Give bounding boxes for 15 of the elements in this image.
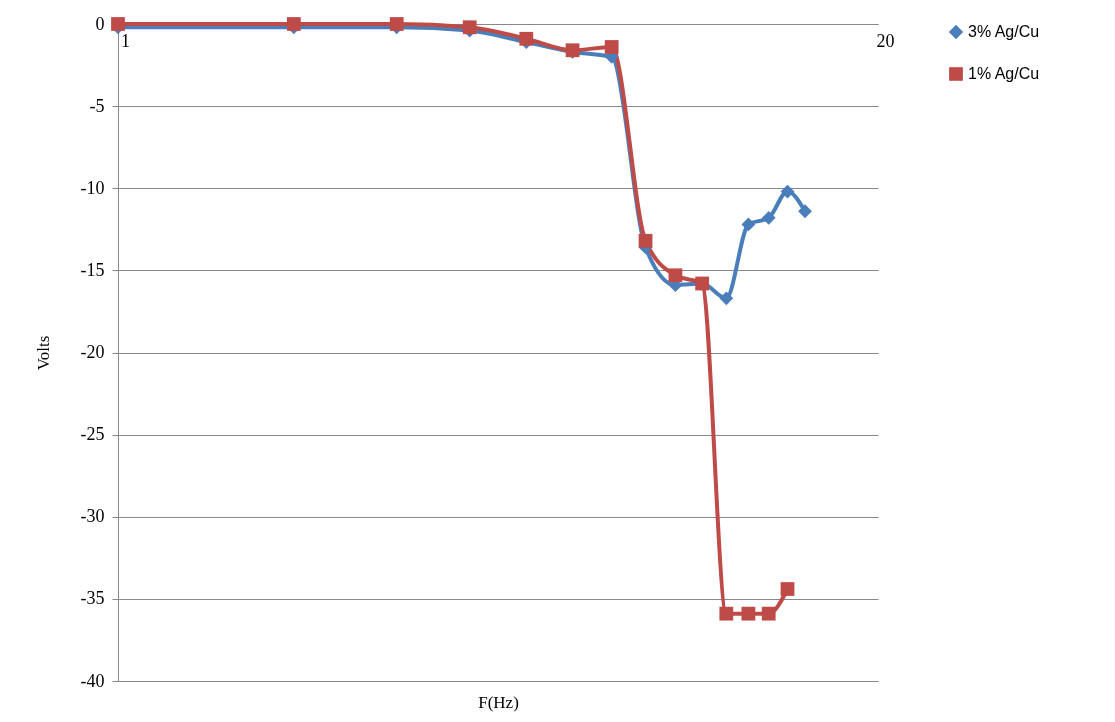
x-axis-title: F(Hz) (478, 692, 519, 712)
y-tick-label: 0 (95, 13, 105, 34)
y-tick-label: -5 (89, 95, 105, 116)
y-tick-label: -20 (80, 342, 105, 362)
legend-label: 3% Ag/Cu (968, 23, 1040, 40)
legend-label: 1% Ag/Cu (968, 65, 1040, 82)
y-tick-label: -40 (80, 670, 105, 691)
x-tick-label: 20 (876, 30, 895, 51)
x-tick-label: 1 (121, 30, 130, 51)
y-tick-label: -10 (80, 177, 105, 198)
y-tick-label: -30 (80, 506, 105, 527)
y-tick-label: -35 (80, 588, 105, 609)
y-axis-title: Volts (33, 335, 53, 371)
y-tick-label: -25 (80, 424, 105, 445)
y-tick-label: -15 (80, 259, 105, 280)
